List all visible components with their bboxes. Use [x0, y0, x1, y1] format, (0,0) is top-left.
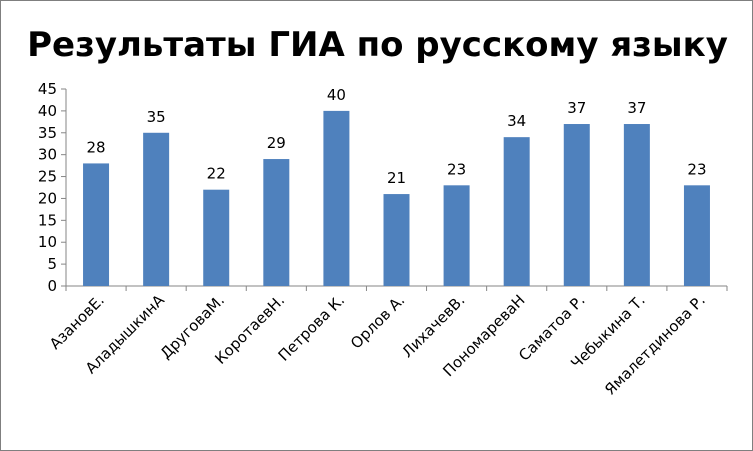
bar — [143, 132, 170, 286]
y-tick-label: 35 — [38, 124, 57, 142]
y-tick-label: 45 — [38, 80, 57, 98]
bar — [563, 124, 590, 287]
bar — [323, 110, 350, 286]
data-label: 22 — [207, 165, 226, 183]
data-label: 28 — [86, 138, 105, 156]
bar — [263, 159, 290, 286]
category-label: АзановЕ. — [46, 291, 108, 353]
y-tick-label: 15 — [38, 211, 57, 229]
data-label: 34 — [507, 112, 526, 130]
bar — [83, 163, 110, 286]
category-label: Ямалетдинова Р. — [601, 291, 709, 399]
y-tick-label: 10 — [38, 233, 57, 251]
y-tick-label: 20 — [38, 189, 57, 207]
y-tick-label: 5 — [47, 255, 57, 273]
bar — [203, 189, 230, 286]
data-label: 40 — [327, 86, 346, 104]
bar — [503, 137, 530, 286]
data-label: 23 — [447, 160, 466, 178]
data-label: 29 — [267, 134, 286, 152]
bar — [623, 124, 650, 287]
bar — [383, 194, 410, 286]
data-label: 37 — [567, 99, 586, 117]
y-tick-label: 30 — [38, 146, 57, 164]
data-label: 35 — [147, 108, 166, 126]
chart-title: Результаты ГИА по русскому языку — [27, 25, 728, 65]
data-label: 23 — [687, 160, 706, 178]
data-label: 37 — [627, 99, 646, 117]
bar — [443, 185, 470, 286]
data-label: 21 — [387, 169, 406, 187]
y-tick-label: 40 — [38, 102, 57, 120]
y-tick-label: 25 — [38, 168, 57, 186]
category-label: Орлов А. — [347, 291, 408, 352]
y-tick-label: 0 — [47, 277, 57, 295]
bar — [683, 185, 710, 286]
